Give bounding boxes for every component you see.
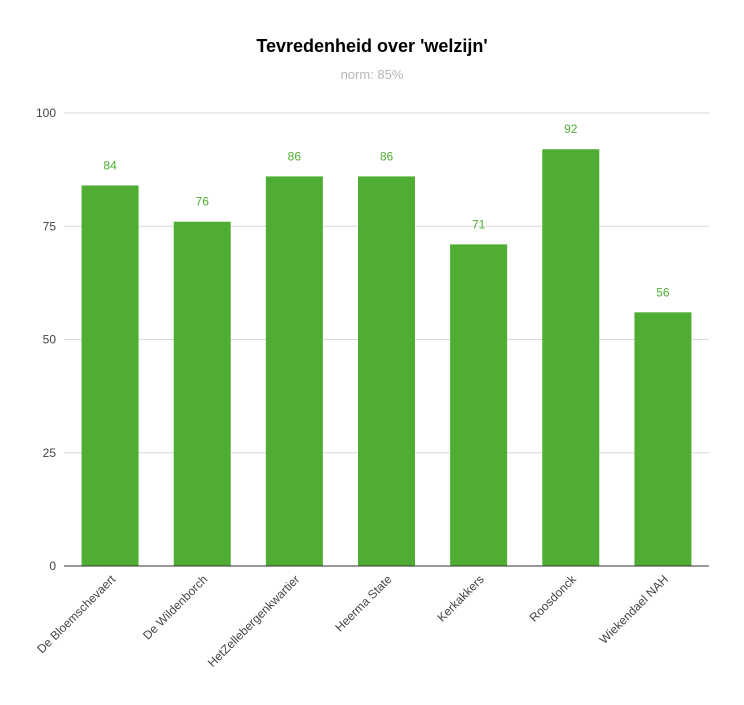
y-tick-label: 25 [43,446,57,460]
category-label: Wiekendael NAH [597,572,672,647]
y-axis-tick-labels: 0 25 50 75 100 [36,106,56,573]
x-axis-category-labels: De Bloemschevaert De WildenborchHetZelleb… [34,572,671,670]
category-label: Kerkakkers [434,572,486,624]
data-labels: 84 76 86 86 71 92 56 [103,122,670,299]
chart-subtitle: norm: 85% [340,67,404,82]
y-tick-label: 0 [49,559,56,573]
y-tick-label: 50 [43,333,57,347]
bars [81,149,692,567]
category-label: De Wildenborch [140,572,210,642]
chart-title: Tevredenheid over 'welzijn' [256,36,488,56]
data-label: 86 [288,149,302,163]
category-label: De Bloemschevaert [34,572,118,656]
bar [542,149,600,567]
data-label: 56 [656,285,670,299]
data-label: 76 [196,195,210,209]
bar [173,221,231,566]
bar [81,185,139,567]
data-label: 84 [103,158,117,172]
y-tick-label: 75 [43,219,57,233]
category-label: Heerma State [332,572,394,634]
category-label: HetZellebergenkwartier [205,572,303,670]
y-tick-label: 100 [36,106,56,120]
bar [634,312,692,566]
data-label: 71 [472,217,486,231]
category-label: Roosdonck [527,572,580,625]
bar [265,176,323,567]
data-label: 86 [380,149,394,163]
bar [450,244,508,566]
bar [358,176,415,567]
data-label: 92 [564,122,578,136]
